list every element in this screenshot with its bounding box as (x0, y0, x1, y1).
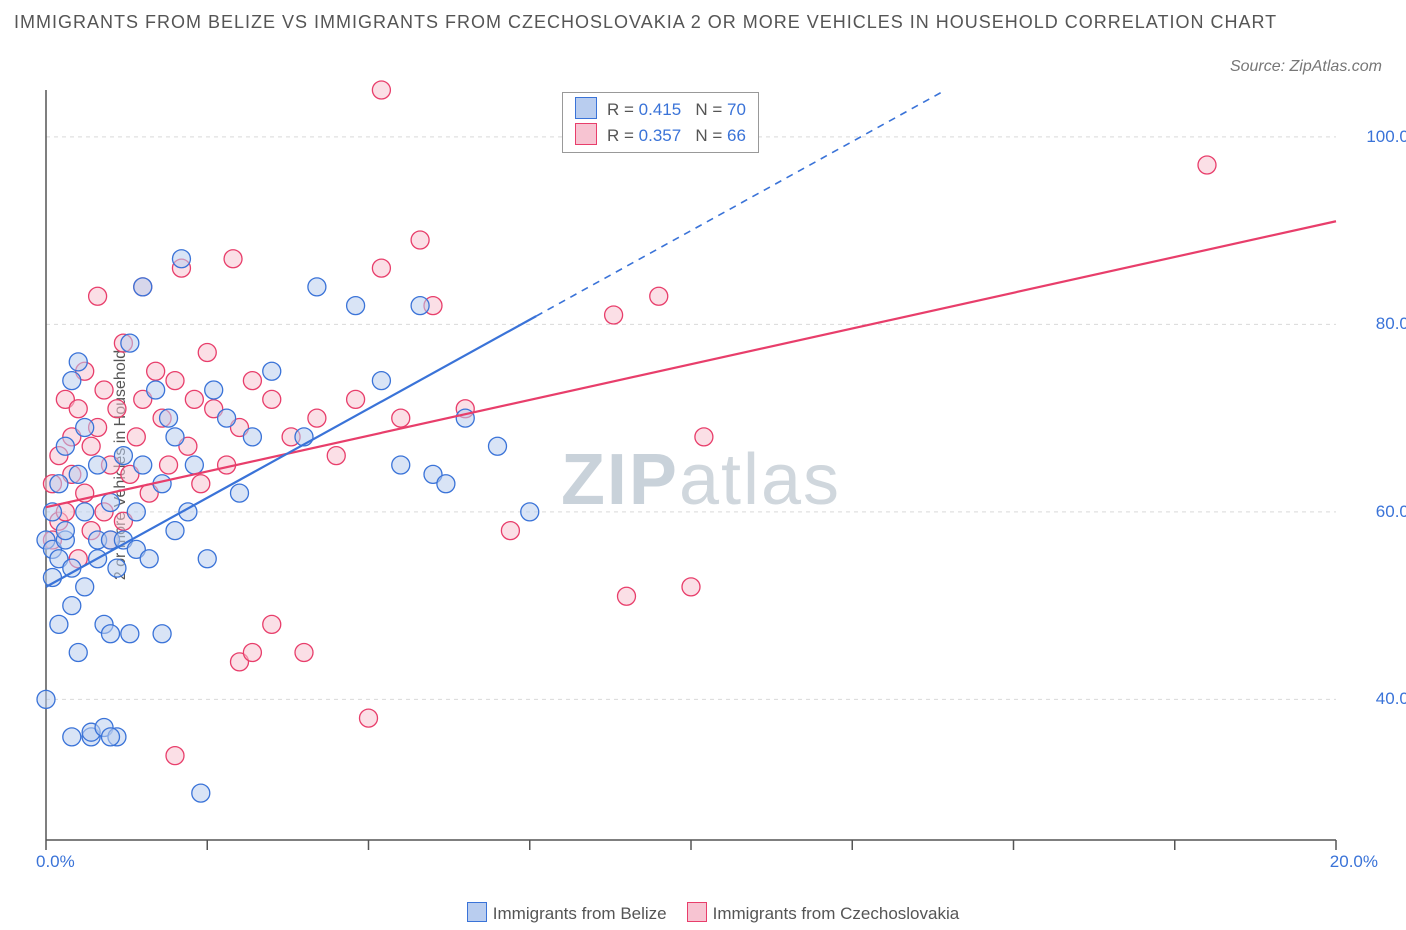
r-value: 0.415 (639, 100, 682, 119)
legend-swatch (575, 123, 597, 145)
legend-item: Immigrants from Belize (447, 904, 667, 923)
legend-stat-row: R = 0.357 N = 66 (575, 123, 746, 149)
y-tick-label: 60.0% (1376, 502, 1406, 522)
page-title: IMMIGRANTS FROM BELIZE VS IMMIGRANTS FRO… (14, 8, 1392, 37)
legend-label: Immigrants from Czechoslovakia (713, 904, 960, 923)
x-tick-label-start: 0.0% (36, 852, 75, 872)
legend-bottom: Immigrants from Belize Immigrants from Cz… (0, 902, 1406, 924)
legend-stats: R = 0.415 N = 70R = 0.357 N = 66 (562, 92, 759, 153)
y-tick-label: 100.0% (1366, 127, 1406, 147)
scatter-plot (46, 90, 1336, 840)
legend-swatch (575, 97, 597, 119)
legend-swatch (467, 902, 487, 922)
legend-stat-row: R = 0.415 N = 70 (575, 97, 746, 123)
r-value: 0.357 (639, 126, 682, 145)
legend-item: Immigrants from Czechoslovakia (667, 904, 960, 923)
n-value: 66 (727, 126, 746, 145)
legend-label: Immigrants from Belize (493, 904, 667, 923)
legend-swatch (687, 902, 707, 922)
y-tick-label: 80.0% (1376, 314, 1406, 334)
y-tick-label: 40.0% (1376, 689, 1406, 709)
source-label: Source: ZipAtlas.com (1230, 58, 1382, 76)
n-value: 70 (727, 100, 746, 119)
chart-area: ZIPatlas R = 0.415 N = 70R = 0.357 N = 6… (46, 90, 1356, 870)
x-tick-label-end: 20.0% (1330, 852, 1378, 872)
